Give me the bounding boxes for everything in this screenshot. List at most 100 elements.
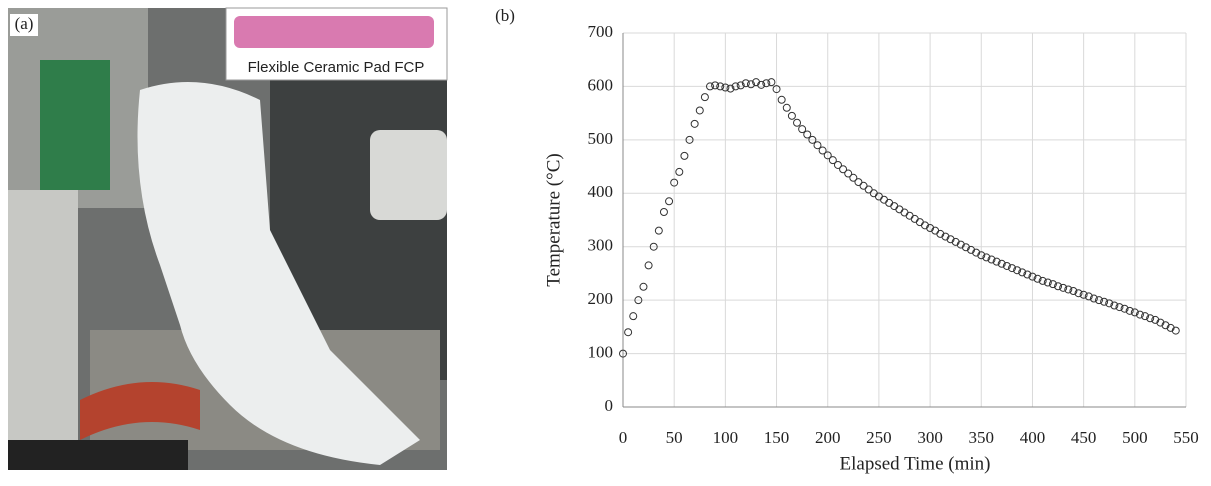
inset-caption: Flexible Ceramic Pad FCP (248, 59, 425, 76)
data-point (895, 205, 904, 214)
x-tick-label: 500 (1122, 428, 1148, 447)
data-point (956, 240, 965, 249)
data-point (721, 83, 730, 92)
data-point (854, 178, 863, 187)
data-point (1089, 294, 1098, 303)
x-axis-label: Elapsed Time (min) (840, 453, 991, 474)
data-point (941, 232, 950, 241)
data-point (659, 207, 668, 216)
y-tick-label: 400 (588, 182, 614, 201)
data-point (982, 253, 991, 262)
data-point (936, 229, 945, 238)
data-point (757, 80, 766, 89)
data-point (1171, 326, 1180, 335)
x-tick-label: 0 (619, 428, 628, 447)
data-point (839, 165, 848, 174)
data-point (619, 349, 627, 358)
data-point (1125, 306, 1134, 315)
data-point (1048, 280, 1057, 289)
data-point (782, 103, 791, 112)
data-point (951, 237, 960, 246)
data-point (629, 312, 638, 321)
data-point (695, 106, 704, 115)
data-point (1156, 318, 1165, 327)
data-point (670, 178, 679, 187)
data-point (767, 78, 776, 87)
panel-label: (b) (495, 6, 515, 25)
data-point (920, 221, 929, 230)
x-tick-label: 300 (917, 428, 943, 447)
data-point (926, 224, 935, 233)
data-point (787, 111, 796, 120)
x-tick-label: 250 (866, 428, 892, 447)
data-point (1013, 266, 1022, 275)
data-point (741, 79, 750, 88)
data-point (880, 195, 889, 204)
data-point (716, 82, 725, 91)
data-point (972, 248, 981, 257)
data-point (726, 84, 735, 93)
data-point (910, 214, 919, 223)
data-point (731, 82, 740, 91)
data-point (762, 79, 771, 88)
data-point (1130, 308, 1139, 317)
data-point (813, 141, 822, 150)
data-point (772, 85, 781, 94)
data-point (1054, 282, 1063, 291)
data-point (890, 202, 899, 211)
data-point (818, 146, 827, 155)
data-point (634, 296, 643, 305)
y-tick-label: 100 (588, 342, 614, 361)
data-point (808, 135, 817, 144)
data-point (1141, 312, 1150, 321)
photo: Flexible Ceramic Pad FCP (a) (8, 7, 448, 470)
x-tick-label: 400 (1020, 428, 1046, 447)
data-point (977, 251, 986, 260)
data-point (1151, 315, 1160, 324)
data-point (1100, 297, 1109, 306)
data-point (844, 169, 853, 178)
data-point (961, 243, 970, 252)
data-point (680, 151, 689, 160)
data-point (1120, 304, 1129, 313)
data-point (736, 81, 745, 90)
data-point (885, 198, 894, 207)
data-point (1038, 276, 1047, 285)
data-point (752, 78, 761, 87)
data-point (1094, 296, 1103, 305)
data-point (1007, 264, 1016, 273)
data-point (823, 151, 832, 160)
data-point (1166, 323, 1175, 332)
data-point (859, 181, 868, 190)
y-tick-label: 500 (588, 129, 614, 148)
data-point (1135, 310, 1144, 319)
data-point (711, 81, 720, 90)
data-point (997, 259, 1006, 268)
x-tick-label: 150 (764, 428, 790, 447)
data-point (1146, 314, 1155, 323)
data-point (706, 82, 715, 91)
data-point (1161, 321, 1170, 330)
data-point (864, 185, 873, 194)
data-point (905, 211, 914, 220)
data-point (746, 80, 755, 89)
data-point (675, 167, 684, 176)
data-point (803, 130, 812, 139)
x-tick-label: 450 (1071, 428, 1097, 447)
data-point (967, 245, 976, 254)
data-point (1002, 261, 1011, 270)
data-point (1033, 274, 1042, 283)
data-point (828, 156, 837, 165)
panel-label: (a) (15, 14, 34, 33)
data-point (1043, 278, 1052, 287)
data-point (849, 173, 858, 182)
data-point (1105, 299, 1114, 308)
data-point (1115, 303, 1124, 312)
x-tick-label: 100 (713, 428, 739, 447)
x-tick-label: 550 (1173, 428, 1199, 447)
x-tick-label: 200 (815, 428, 841, 447)
data-point (1110, 301, 1119, 310)
data-point (798, 125, 807, 134)
data-point (654, 226, 663, 235)
